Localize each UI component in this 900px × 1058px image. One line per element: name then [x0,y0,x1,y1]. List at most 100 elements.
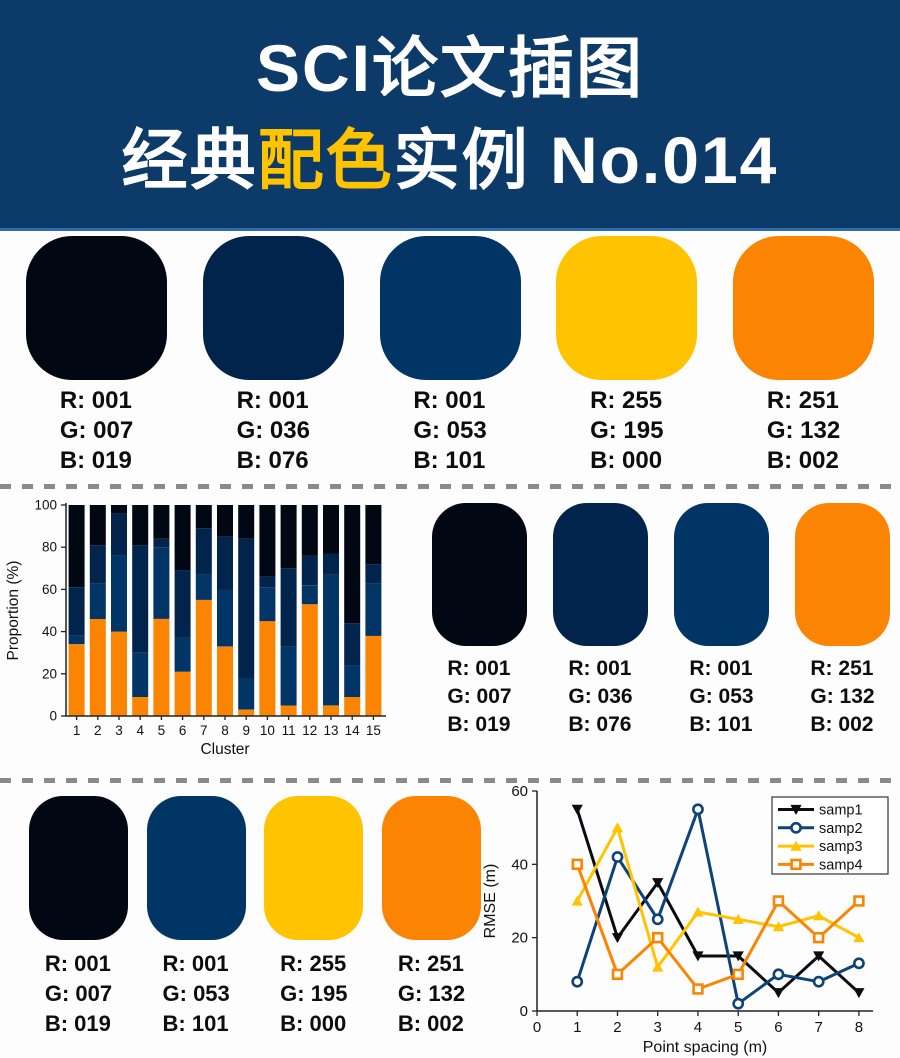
svg-text:6: 6 [774,1019,782,1036]
color-swatch [556,236,698,380]
rgb-r: R: 001 [568,657,632,680]
rgb-values: R: 001 G: 053 B: 101 [163,949,230,1039]
palette-row-bottom: R: 001 G: 007 B: 019 R: 001 G: 053 B: 10… [29,783,481,1039]
rgb-b: B: 000 [590,447,663,474]
svg-text:9: 9 [242,723,250,738]
color-swatch [381,796,481,940]
title-line2: 经典配色实例 No.014 [122,114,779,206]
rgb-b: B: 101 [413,447,486,474]
rgb-values: R: 251 G: 132 B: 002 [767,386,840,476]
rgb-r: R: 251 [766,387,839,414]
rgb-g: G: 007 [447,685,512,708]
color-swatch-column: R: 251 G: 132 B: 002 [733,236,874,476]
svg-text:2: 2 [613,1019,621,1036]
color-swatch-column: R: 001 G: 053 B: 101 [379,236,521,476]
svg-text:6: 6 [179,723,187,738]
rgb-g: G: 036 [236,417,310,444]
svg-text:Proportion (%): Proportion (%) [5,561,22,661]
svg-text:3: 3 [654,1019,662,1036]
rgb-b: B: 019 [447,713,511,736]
svg-text:40: 40 [42,624,57,639]
svg-text:1: 1 [573,1019,581,1036]
svg-text:12: 12 [302,723,317,738]
rgb-b: B: 101 [162,1011,229,1036]
rgb-b: B: 002 [766,447,839,474]
rgb-r: R: 001 [413,387,486,414]
svg-text:3: 3 [115,723,123,738]
svg-text:60: 60 [42,582,57,597]
color-swatch [146,796,246,940]
rgb-r: R: 001 [689,657,753,680]
rgb-g: G: 036 [568,685,633,708]
svg-text:1: 1 [73,723,81,738]
svg-text:Cluster: Cluster [200,741,249,758]
svg-text:5: 5 [158,723,166,738]
svg-text:7: 7 [200,723,208,738]
svg-text:samp1: samp1 [819,803,863,819]
svg-text:60: 60 [511,783,528,800]
rgb-values: R: 001 G: 036 B: 076 [237,386,310,476]
color-swatch-column: R: 001 G: 053 B: 101 [146,796,246,1039]
color-swatch [795,503,890,646]
svg-text:4: 4 [136,723,144,738]
svg-text:Point spacing (m): Point spacing (m) [643,1039,768,1056]
rgb-r: R: 255 [590,387,663,414]
svg-text:14: 14 [345,723,361,738]
color-swatch [674,503,769,646]
rgb-g: G: 053 [162,981,230,1006]
svg-text:13: 13 [323,723,338,738]
color-swatch-column: R: 251 G: 132 B: 002 [381,796,481,1039]
color-swatch-column: R: 255 G: 195 B: 000 [264,796,364,1039]
rgb-values: R: 001 G: 053 B: 101 [413,386,486,476]
rgb-g: G: 195 [590,417,664,444]
svg-text:5: 5 [734,1019,742,1036]
svg-text:7: 7 [815,1019,823,1036]
color-swatch [26,236,167,380]
rgb-g: G: 195 [280,981,348,1006]
section-bar-chart: 0 20 40 60 80 100 1 2 3 4 5 6 7 8 9 10 11 12 13 14 15 Cluster… [0,495,900,770]
svg-text:8: 8 [221,723,229,738]
rgb-b: B: 076 [568,713,632,736]
color-swatch [29,796,128,940]
rgb-g: G: 053 [689,685,754,708]
svg-text:samp2: samp2 [819,821,863,837]
svg-text:20: 20 [511,930,528,947]
palette-row-top: R: 001 G: 007 B: 019 R: 001 G: 036 B: 07… [0,231,900,476]
color-swatch-column: R: 001 G: 036 B: 076 [202,236,344,476]
palette-row-mid: R: 001 G: 007 B: 019 R: 001 G: 036 B: 07… [432,495,890,739]
rgb-values: R: 251 G: 132 B: 002 [398,949,465,1039]
svg-text:samp3: samp3 [819,839,863,855]
rgb-g: G: 053 [413,417,487,444]
svg-text:11: 11 [282,723,296,738]
svg-text:40: 40 [511,856,528,873]
svg-text:80: 80 [42,540,57,555]
rgb-b: B: 000 [280,1011,347,1036]
rgb-b: B: 019 [59,447,132,474]
rgb-b: B: 002 [810,713,874,736]
title-line2-post: 实例 No.014 [393,123,779,197]
color-swatch-column: R: 001 G: 007 B: 019 [29,796,128,1039]
dashed-divider [0,484,900,489]
color-swatch [202,236,344,380]
color-swatch [553,503,648,646]
color-swatch [264,796,364,940]
svg-text:15: 15 [366,723,381,738]
color-swatch-column: R: 251 G: 132 B: 002 [795,503,890,739]
svg-text:0: 0 [533,1019,541,1036]
svg-text:100: 100 [34,498,57,513]
rgb-r: R: 001 [236,387,309,414]
rgb-values: R: 001 G: 053 B: 101 [689,655,753,739]
header-banner: SCI论文插图 经典配色实例 No.014 [0,0,900,231]
color-swatch-column: R: 001 G: 053 B: 101 [674,503,769,739]
title-line2-pre: 经典 [121,123,258,197]
rgb-g: G: 132 [397,981,466,1006]
color-swatch-column: R: 001 G: 007 B: 019 [26,236,167,476]
title-line1: SCI论文插图 [255,31,645,105]
rgb-r: R: 251 [810,657,874,680]
rgb-b: B: 002 [397,1011,464,1036]
color-swatch-column: R: 001 G: 007 B: 019 [432,503,527,739]
svg-text:RMSE (m): RMSE (m) [482,864,499,939]
rgb-r: R: 001 [447,657,511,680]
